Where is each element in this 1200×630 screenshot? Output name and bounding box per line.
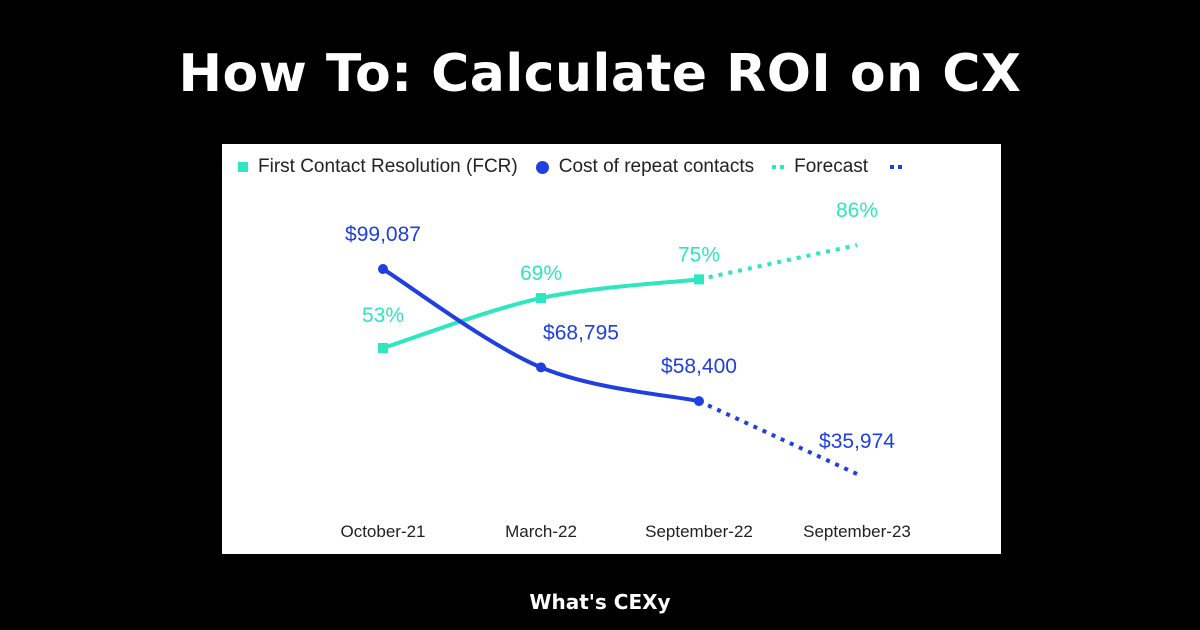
data-point-marker xyxy=(536,293,546,304)
series-line-1 xyxy=(381,267,701,404)
data-label: 69% xyxy=(520,262,562,285)
chart-card: First Contact Resolution (FCR) Cost of r… xyxy=(222,144,1001,554)
chart-legend: First Contact Resolution (FCR) Cost of r… xyxy=(238,156,912,178)
data-label: 53% xyxy=(362,304,404,327)
legend-forecast-teal-dash-icon xyxy=(772,165,785,169)
data-label: 75% xyxy=(678,243,720,266)
x-tick-label: September-23 xyxy=(803,522,911,541)
legend-label-forecast: Forecast xyxy=(794,156,869,177)
data-point-marker xyxy=(378,343,388,353)
series-line-0 xyxy=(381,277,701,350)
data-label: 86% xyxy=(836,199,878,222)
x-tick-label: March-22 xyxy=(505,522,577,541)
line-chart: October-21 March-22 September-22 September-… xyxy=(340,199,911,541)
forecast-line-0 xyxy=(698,243,858,282)
x-tick-label: October-21 xyxy=(340,522,425,541)
legend-square-marker-icon xyxy=(238,162,248,172)
data-label: $35,974 xyxy=(819,430,895,453)
x-tick-label: September-22 xyxy=(645,522,753,541)
page-title: How To: Calculate ROI on CX xyxy=(178,44,1022,104)
data-point-marker xyxy=(694,396,704,407)
data-point-marker xyxy=(694,274,704,285)
legend-circle-marker-icon xyxy=(535,160,549,174)
data-label: $68,795 xyxy=(543,321,619,344)
legend-label-fcr: First Contact Resolution (FCR) xyxy=(258,156,518,177)
data-point-marker xyxy=(378,264,388,274)
data-point-marker xyxy=(536,362,546,373)
legend-label-cost: Cost of repeat contacts xyxy=(558,156,755,177)
data-label: $99,087 xyxy=(345,223,421,246)
footer-brand: What's CEXy xyxy=(529,590,671,614)
legend-forecast-blue-dash-icon xyxy=(890,165,903,169)
data-label: $58,400 xyxy=(661,355,737,378)
